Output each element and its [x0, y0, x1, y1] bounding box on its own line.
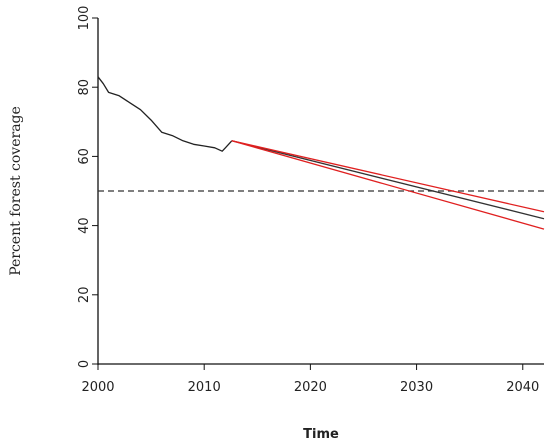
x-tick-label: 2000 — [81, 380, 114, 395]
x-tick-label: 2010 — [188, 380, 221, 395]
y-tick-label: 40 — [77, 217, 92, 234]
y-axis-title: Percent forest coverage — [8, 106, 24, 276]
y-tick-label: 100 — [77, 6, 92, 31]
x-tick-label: 2040 — [506, 380, 539, 395]
y-tick-label: 80 — [77, 79, 92, 96]
y-tick-label: 60 — [77, 148, 92, 165]
y-tick-label: 0 — [77, 360, 92, 368]
series-forecast-mean — [231, 140, 545, 220]
series-forecast-lower — [231, 140, 545, 230]
series-observed — [97, 76, 233, 152]
x-tick-label: 2020 — [294, 380, 327, 395]
x-tick-label: 2030 — [400, 380, 433, 395]
x-axis-title: Time — [303, 427, 339, 442]
series-forecast-upper — [231, 140, 545, 213]
y-tick-label: 20 — [77, 287, 92, 304]
